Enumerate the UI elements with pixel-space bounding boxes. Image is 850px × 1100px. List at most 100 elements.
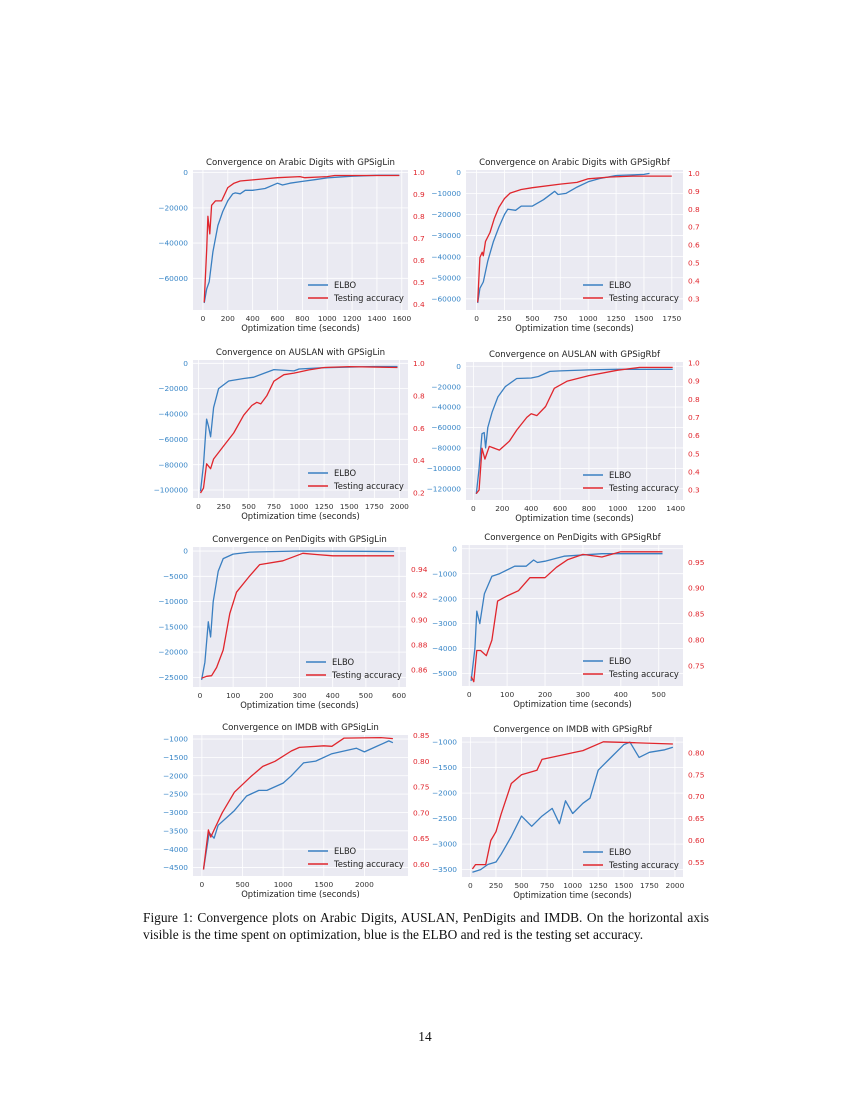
x-axis-label: Optimization time (seconds) <box>515 513 634 523</box>
plot-area <box>193 735 408 876</box>
right-y-tick-label: 0.70 <box>688 792 705 801</box>
left-y-tick-label: −100000 <box>427 464 462 473</box>
right-y-tick-label: 1.0 <box>688 169 700 178</box>
x-tick-label: 1250 <box>589 881 608 890</box>
chart-title: Convergence on IMDB with GPSigRbf <box>493 725 653 735</box>
elbo-line <box>200 550 395 681</box>
x-axis-label: Optimization time (seconds) <box>240 700 359 710</box>
accuracy-line <box>202 736 393 870</box>
right-y-tick-label: 0.80 <box>688 636 705 645</box>
left-y-tick-label: −3500 <box>163 826 188 835</box>
elbo-line <box>202 740 394 870</box>
left-y-tick-label: −1000 <box>432 569 457 578</box>
elbo-line <box>475 368 673 494</box>
x-tick-label: 600 <box>553 504 567 513</box>
legend: ELBO Testing accuracy <box>308 468 404 491</box>
x-tick-label: 1500 <box>635 314 654 323</box>
chart-title: Convergence on Arabic Digits with GPSigL… <box>206 158 395 168</box>
x-tick-label: 1000 <box>318 314 337 323</box>
right-y-tick-label: 0.6 <box>413 424 425 433</box>
elbo-line <box>470 553 663 682</box>
x-tick-label: 500 <box>235 880 249 889</box>
x-tick-label: 200 <box>221 314 235 323</box>
legend-label: Testing accuracy <box>331 670 402 680</box>
right-y-tick-label: 0.55 <box>688 858 705 867</box>
right-y-tick-label: 0.75 <box>688 770 705 779</box>
legend-label: Testing accuracy <box>608 860 679 870</box>
right-y-tick-label: 0.86 <box>411 666 428 675</box>
x-tick-label: 1250 <box>315 502 334 511</box>
left-y-tick-label: −5000 <box>432 669 457 678</box>
x-axis-label: Optimization time (seconds) <box>513 890 632 900</box>
accuracy-line <box>471 741 673 870</box>
x-tick-label: 2000 <box>355 880 374 889</box>
chart-title: Convergence on PenDigits with GPSigRbf <box>484 533 661 543</box>
right-y-tick-label: 0.3 <box>688 486 700 495</box>
right-y-tick-label: 0.4 <box>688 276 700 285</box>
right-y-tick-label: 0.5 <box>688 449 700 458</box>
left-y-tick-label: −2500 <box>432 814 457 823</box>
left-y-tick-label: −20000 <box>158 203 188 212</box>
left-y-tick-label: −3500 <box>432 865 457 874</box>
right-y-tick-label: 0.90 <box>688 584 705 593</box>
chart-2: Convergence on AUSLAN with GPSigLin 0 250 5… <box>154 348 425 521</box>
plot-area <box>193 360 408 498</box>
left-y-tick-label: −4000 <box>163 845 188 854</box>
x-tick-label: 1000 <box>608 504 627 513</box>
legend-label: Testing accuracy <box>608 293 679 303</box>
elbo-line <box>477 172 650 304</box>
left-y-tick-label: −40000 <box>158 239 188 248</box>
x-tick-label: 1600 <box>392 314 411 323</box>
left-y-tick-label: 0 <box>456 168 461 177</box>
right-y-tick-label: 0.8 <box>688 395 700 404</box>
left-y-tick-label: 0 <box>183 547 188 556</box>
chart-1: Convergence on Arabic Digits with GPSigR… <box>431 158 700 333</box>
right-y-tick-label: 0.4 <box>688 467 700 476</box>
legend-label: Testing accuracy <box>608 483 679 493</box>
left-y-tick-label: −15000 <box>158 622 188 631</box>
left-y-tick-label: −3000 <box>163 808 188 817</box>
legend-label: Testing accuracy <box>333 481 404 491</box>
elbo-line <box>203 174 400 304</box>
right-y-tick-label: 0.65 <box>413 834 430 843</box>
left-y-tick-label: −60000 <box>158 274 188 283</box>
legend-label: Testing accuracy <box>333 293 404 303</box>
right-y-tick-label: 0.3 <box>688 294 700 303</box>
x-tick-label: 1000 <box>579 314 598 323</box>
chart-5: Convergence on PenDigits with GPSigRbf 0 1… <box>432 533 705 709</box>
accuracy-line <box>475 366 673 494</box>
left-y-tick-label: −80000 <box>158 460 188 469</box>
left-y-tick-label: 0 <box>456 362 461 371</box>
x-tick-label: 250 <box>489 881 503 890</box>
x-tick-label: 1200 <box>637 504 656 513</box>
chart-6: Convergence on IMDB with GPSigLin 0 500 100… <box>163 723 430 899</box>
right-y-tick-label: 0.80 <box>688 748 705 757</box>
plot-area <box>462 545 683 686</box>
legend-label: ELBO <box>334 280 357 290</box>
left-y-tick-label: −1000 <box>432 738 457 747</box>
x-tick-label: 2000 <box>666 881 685 890</box>
right-y-tick-label: 0.92 <box>411 590 427 599</box>
left-y-tick-label: −50000 <box>431 273 461 282</box>
left-y-tick-label: −100000 <box>154 486 189 495</box>
left-y-tick-label: −40000 <box>158 410 188 419</box>
x-tick-label: 1750 <box>365 502 384 511</box>
x-tick-label: 400 <box>614 690 628 699</box>
left-y-tick-label: −20000 <box>158 648 188 657</box>
right-y-tick-label: 1.0 <box>413 359 425 368</box>
left-y-tick-label: −2000 <box>432 594 457 603</box>
x-tick-label: 0 <box>471 504 476 513</box>
accuracy-line <box>199 365 398 494</box>
x-axis-label: Optimization time (seconds) <box>241 511 360 521</box>
left-y-tick-label: 0 <box>183 168 188 177</box>
right-y-tick-label: 0.2 <box>413 489 425 498</box>
x-tick-label: 500 <box>242 502 256 511</box>
elbo-line <box>472 741 674 873</box>
right-y-tick-label: 0.60 <box>688 836 705 845</box>
x-tick-label: 500 <box>525 314 539 323</box>
legend: ELBO Testing accuracy <box>583 470 679 493</box>
accuracy-line <box>470 551 663 683</box>
left-y-tick-label: −5000 <box>163 572 188 581</box>
x-tick-label: 0 <box>468 881 473 890</box>
